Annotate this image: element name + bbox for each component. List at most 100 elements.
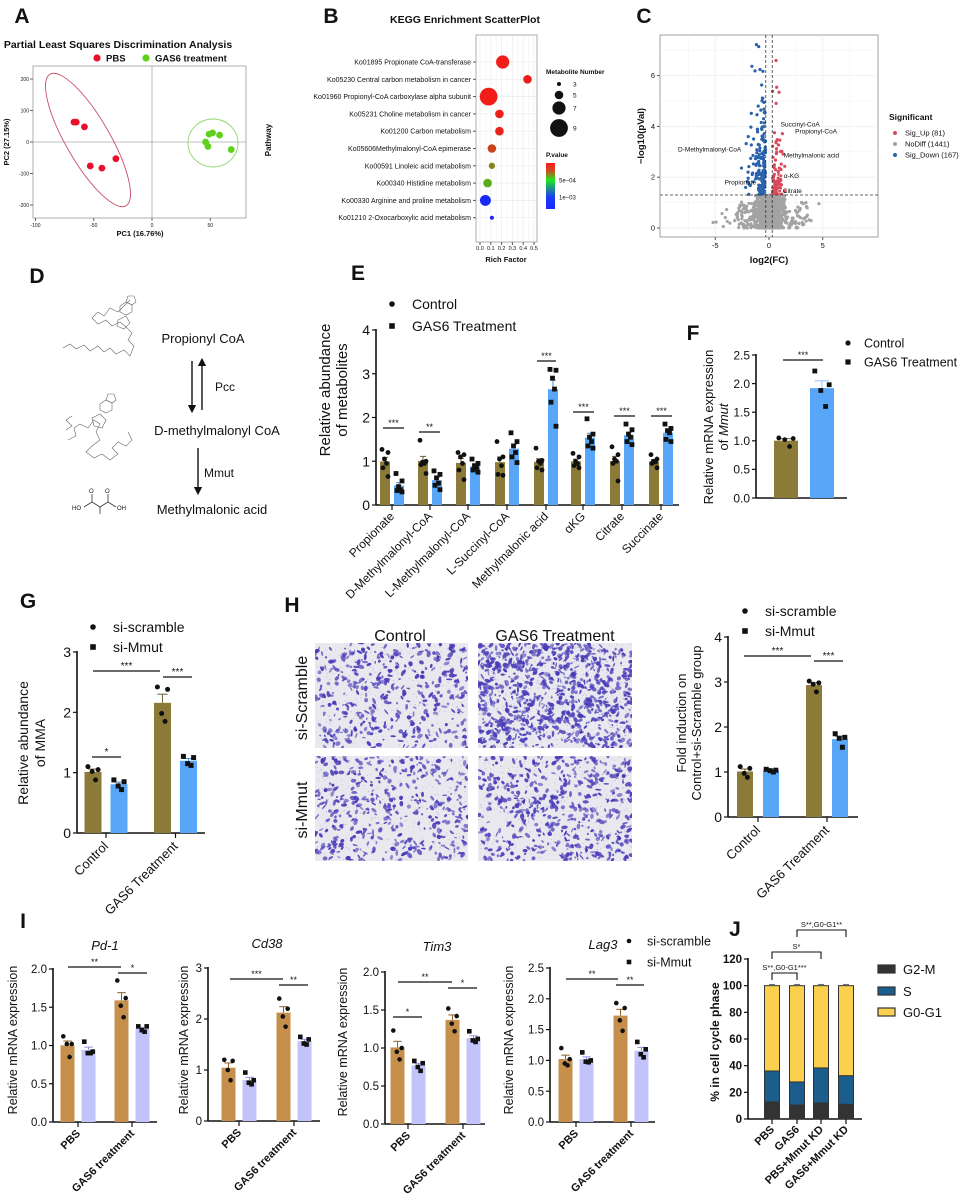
stained-cell [349,665,353,669]
stained-cell [515,732,517,740]
membrane-pore [384,654,386,656]
membrane-pore [488,708,490,710]
membrane-pore [517,701,519,703]
stained-cell [343,692,346,696]
data-point-square [513,450,518,455]
membrane-pore [505,654,507,656]
x-tick-label: -5 [712,241,719,250]
sig-down-point [757,44,761,49]
stained-cell [387,802,391,810]
stained-cell [540,714,544,718]
membrane-pore [535,682,537,684]
nodiff-point [796,210,800,214]
membrane-pore [506,721,508,723]
membrane-pore [363,713,365,715]
stained-cell [567,712,572,718]
membrane-pore [493,678,495,680]
sig-down-point [760,83,764,87]
structure-ring [91,413,107,429]
significance-label: *** [823,651,835,662]
membrane-pore [538,746,540,748]
membrane-pore [430,643,432,644]
stained-cell [622,667,629,671]
membrane-pore [528,669,530,671]
stained-cell [562,671,566,676]
stained-cell [536,663,540,667]
membrane-pore [516,665,518,667]
stained-cell [456,798,459,801]
stained-cell [542,714,547,720]
nodiff-point [800,200,804,204]
membrane-pore [528,704,530,706]
stained-cell [495,686,500,690]
stained-cell [358,677,364,683]
data-point-square [590,445,596,451]
stained-cell [317,723,322,727]
data-point-square [111,777,117,783]
stained-cell [540,746,545,748]
membrane-pore [550,661,552,663]
stained-cell [433,656,438,661]
stained-cell [554,670,561,675]
membrane-pore [397,673,399,675]
stained-cell [625,695,632,698]
membrane-pore [555,668,557,670]
membrane-pore [536,709,538,711]
stained-cell [390,655,395,660]
membrane-pore [367,678,369,680]
membrane-pore [567,720,569,722]
membrane-pore [347,648,349,650]
stained-cell [622,730,626,734]
panel-label-f: F [687,322,700,345]
y-tick-label: 0.0 [733,491,750,505]
stained-cell [480,707,486,712]
membrane-pore [542,730,544,732]
membrane-pore [569,664,571,666]
nodiff-point [749,226,753,230]
membrane-pore [362,684,364,686]
membrane-pore [348,650,350,652]
membrane-pore [324,665,326,667]
stained-cell [480,657,485,661]
stained-cell [538,694,542,698]
membrane-pore [396,738,398,740]
panel-label-b: B [323,5,338,28]
membrane-pore [571,735,573,737]
significance-label: * [105,747,109,758]
bar-control [610,461,620,505]
plot-area [475,34,538,243]
membrane-pore [606,696,608,698]
membrane-pore [352,742,354,744]
sig-down-point [751,171,755,175]
stained-cell [461,703,464,708]
y-tick-label: 2.5 [733,348,750,362]
membrane-pore [577,680,579,682]
data-point-square [180,753,186,759]
membrane-pore [374,728,376,730]
membrane-pore [333,730,335,732]
membrane-pore [500,666,502,668]
membrane-pore [551,746,553,748]
stained-cell [322,744,327,748]
stained-cell [419,840,425,845]
membrane-pore [612,698,614,700]
membrane-pore [478,710,480,712]
membrane-pore [588,746,590,748]
stained-cell [598,691,602,695]
membrane-pore [595,671,597,673]
stained-cell [529,666,532,671]
membrane-pore [532,699,534,701]
stained-cell [347,772,351,776]
x-tick-label: 0 [767,241,771,250]
y-tick-label: 1 [196,1065,202,1077]
membrane-pore [547,644,549,646]
y-axis-label: Relative mRNA expression [177,966,191,1115]
membrane-pore [599,713,601,715]
stained-cell [360,779,363,783]
stained-cell [463,808,466,811]
stained-cell [530,651,536,657]
membrane-pore [529,711,531,713]
membrane-pore [418,681,420,683]
data-point-square [823,404,828,409]
stained-cell [315,830,318,838]
